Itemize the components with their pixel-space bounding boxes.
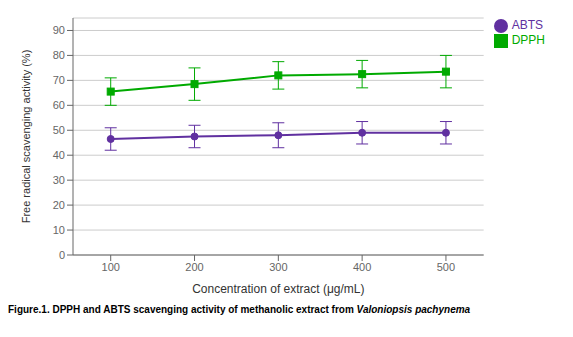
svg-text:500: 500 bbox=[437, 261, 455, 273]
svg-text:40: 40 bbox=[53, 149, 65, 161]
svg-text:90: 90 bbox=[53, 24, 65, 36]
svg-text:80: 80 bbox=[53, 49, 65, 61]
svg-text:400: 400 bbox=[353, 261, 371, 273]
html-text:ABTS: ABTS bbox=[511, 18, 543, 32]
svg-text:10: 10 bbox=[53, 224, 65, 236]
svg-text:200: 200 bbox=[185, 261, 203, 273]
svg-text:70: 70 bbox=[53, 74, 65, 86]
svg-text:30: 30 bbox=[53, 174, 65, 186]
html-text:Figure.1. DPPH and ABTS scaven: Figure.1. DPPH and ABTS scavenging activ… bbox=[8, 304, 471, 315]
svg-text:Free radical scavenging activi: Free radical scavenging activity (%) bbox=[20, 50, 32, 224]
html-text:DPPH: DPPH bbox=[511, 32, 545, 47]
svg-text:100: 100 bbox=[102, 261, 120, 273]
svg-text:60: 60 bbox=[53, 99, 65, 111]
svg-text:300: 300 bbox=[269, 261, 287, 273]
svg-text:50: 50 bbox=[53, 124, 65, 136]
svg-text:20: 20 bbox=[53, 199, 65, 211]
svg-text:Concentration of extract (μg/m: Concentration of extract (μg/mL) bbox=[192, 282, 364, 296]
svg-text:0: 0 bbox=[59, 249, 65, 261]
